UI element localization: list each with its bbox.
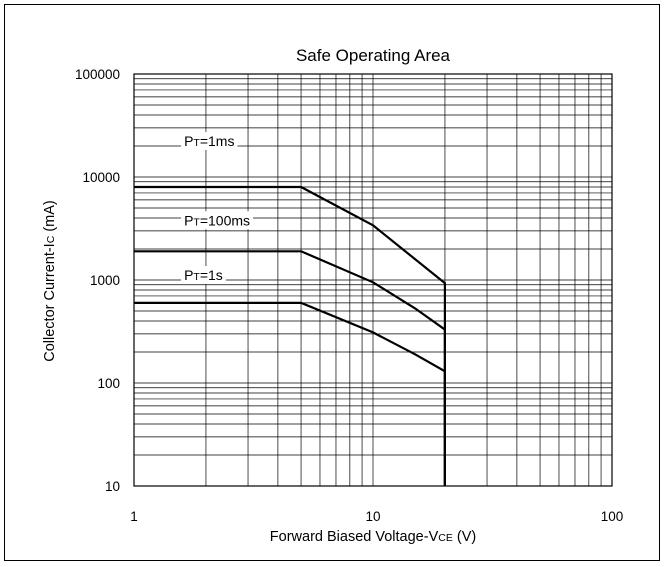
- x-axis-label: Forward Biased Voltage-VCE (V): [270, 529, 476, 545]
- y-tick-label: 10: [105, 479, 120, 494]
- series-label-sub: T: [193, 271, 200, 283]
- series-label-main: P: [184, 267, 193, 283]
- series-label-sub: T: [193, 216, 200, 228]
- x-tick-label: 100: [601, 509, 624, 524]
- y-tick-label: 100000: [75, 67, 120, 82]
- x-axis-label-unit: (V): [453, 529, 476, 545]
- series-line-2: [134, 250, 446, 486]
- y-tick-label: 100: [97, 376, 120, 391]
- chart-title: Safe Operating Area: [296, 46, 451, 65]
- y-tick-label: 1000: [90, 273, 120, 288]
- series-label-rest: =100ms: [200, 212, 250, 228]
- series-label-rest: =1ms: [200, 133, 235, 149]
- series-label-main: P: [184, 133, 193, 149]
- chart-frame: [4, 4, 660, 561]
- series-label-main: P: [184, 212, 193, 228]
- y-axis-label-unit: (mA): [42, 200, 58, 235]
- series-label-background: [181, 266, 226, 284]
- x-tick-label: 1: [130, 509, 138, 524]
- series-label-sub: T: [193, 137, 200, 149]
- series-line-1: [134, 185, 446, 486]
- x-axis-label-sub: CE: [438, 532, 453, 544]
- series-label-3: PT=1s: [184, 267, 223, 283]
- plot-border: [133, 73, 613, 487]
- x-axis-label-main: Forward Biased Voltage-V: [270, 529, 439, 545]
- y-axis-label: Collector Current-IC (mA): [42, 200, 58, 361]
- series-label-rest: =1s: [200, 267, 223, 283]
- y-axis-label-sub: C: [45, 235, 57, 243]
- y-axis-label-main: Collector Current-I: [42, 243, 58, 361]
- curves: [134, 185, 446, 486]
- series-line-3: [134, 301, 446, 486]
- y-tick-label: 10000: [82, 170, 120, 185]
- tick-labels: 1 10 100 10 100 1000 10000 100000: [75, 67, 623, 524]
- series-label-background: [181, 131, 238, 150]
- series-label-background: [181, 211, 254, 230]
- x-tick-label: 10: [365, 509, 380, 524]
- series-label-2: PT=100ms: [184, 212, 250, 228]
- series-label-1: PT=1ms: [184, 133, 234, 149]
